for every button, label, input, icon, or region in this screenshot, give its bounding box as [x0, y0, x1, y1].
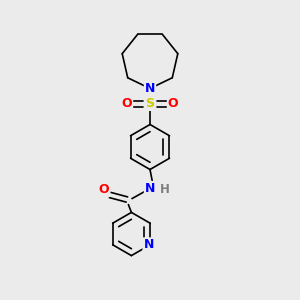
Text: H: H	[160, 183, 170, 196]
Text: O: O	[99, 183, 110, 196]
Text: O: O	[168, 97, 178, 110]
Text: S: S	[146, 97, 154, 110]
Text: N: N	[145, 82, 155, 95]
Text: N: N	[143, 238, 154, 251]
Text: O: O	[122, 97, 132, 110]
Text: N: N	[145, 182, 155, 195]
